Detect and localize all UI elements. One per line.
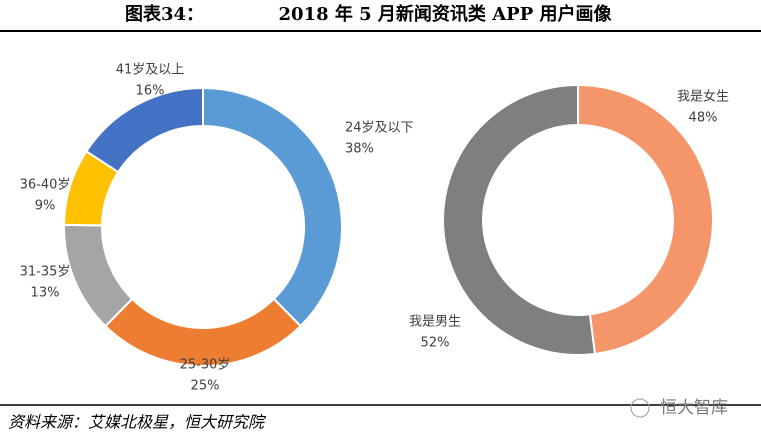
value-label: 48% <box>689 111 718 126</box>
donut-segment <box>104 297 302 367</box>
category-label: 41岁及以上 <box>116 63 185 78</box>
donut-segment <box>442 83 597 356</box>
value-label: 9% <box>35 199 56 214</box>
source: 资料来源：艾媒北极星，恒大研究院 <box>8 413 267 432</box>
category-label: 25-30岁 <box>180 358 231 373</box>
watermark: 恒大智库 <box>660 398 728 418</box>
charts: 24岁及以下 38% 25-30岁 25% 31-35岁 13% 36-40岁 9% 41岁及以… <box>20 63 729 394</box>
figure-title: 2018 年 5 月新闻资讯类 APP 用户画像 <box>279 3 613 25</box>
value-label: 38% <box>345 142 374 157</box>
category-label: 我是男生 <box>409 315 461 330</box>
donut-segment <box>577 83 714 356</box>
figure-label: 图表34： <box>125 3 204 25</box>
value-label: 16% <box>136 84 165 99</box>
category-label: 我是女生 <box>677 89 729 105</box>
value-label: 25% <box>191 379 220 394</box>
donut-segment <box>202 86 343 328</box>
category-label: 31-35岁 <box>20 265 71 280</box>
value-label: 13% <box>31 286 60 301</box>
watermark-icon <box>630 398 650 418</box>
category-label: 36-40岁 <box>20 178 71 193</box>
value-label: 52% <box>421 336 450 351</box>
category-label: 24岁及以下 <box>345 121 414 136</box>
donut-segment <box>85 86 204 174</box>
